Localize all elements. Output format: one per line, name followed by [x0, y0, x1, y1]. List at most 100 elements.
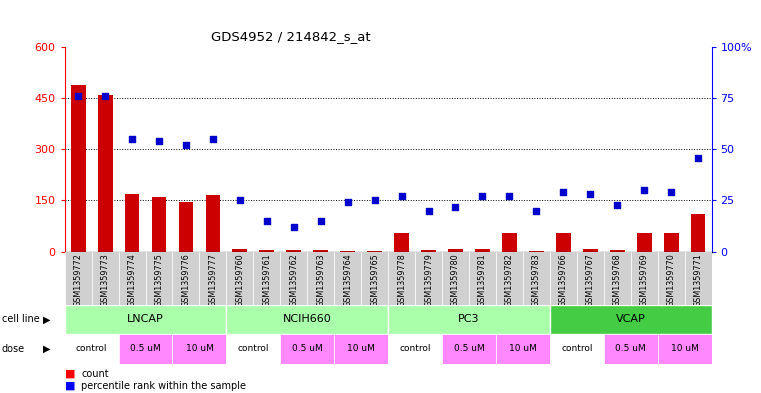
Text: GSM1359764: GSM1359764 — [343, 253, 352, 307]
Bar — [280, 252, 307, 305]
Text: GSM1359778: GSM1359778 — [397, 253, 406, 307]
Bar — [173, 252, 199, 305]
Text: GSM1359783: GSM1359783 — [532, 253, 541, 307]
Text: GSM1359771: GSM1359771 — [693, 253, 702, 307]
Point — [530, 208, 543, 214]
Bar — [145, 252, 173, 305]
Text: 10 uM: 10 uM — [670, 344, 699, 353]
Text: GSM1359777: GSM1359777 — [209, 253, 218, 307]
Point — [638, 187, 650, 193]
Bar — [556, 233, 571, 252]
Text: GSM1359765: GSM1359765 — [370, 253, 379, 307]
Bar — [179, 202, 193, 252]
Bar — [475, 249, 490, 252]
Text: GSM1359767: GSM1359767 — [586, 253, 595, 307]
Text: percentile rank within the sample: percentile rank within the sample — [81, 381, 247, 391]
Text: 0.5 uM: 0.5 uM — [616, 344, 646, 353]
Text: GSM1359768: GSM1359768 — [613, 253, 622, 307]
Bar — [442, 252, 469, 305]
Point — [476, 193, 489, 200]
Text: GSM1359772: GSM1359772 — [74, 253, 83, 307]
Bar — [394, 233, 409, 252]
Text: GSM1359779: GSM1359779 — [424, 253, 433, 307]
Bar — [603, 334, 658, 364]
Bar — [691, 214, 705, 252]
Bar — [71, 84, 85, 252]
Bar — [658, 252, 685, 305]
Bar — [550, 305, 712, 334]
Bar — [496, 334, 550, 364]
Text: ▶: ▶ — [43, 314, 51, 324]
Text: control: control — [76, 344, 107, 353]
Text: 0.5 uM: 0.5 uM — [454, 344, 484, 353]
Text: GSM1359775: GSM1359775 — [154, 253, 164, 307]
Point — [153, 138, 165, 144]
Point — [261, 218, 273, 224]
Text: ■: ■ — [65, 369, 75, 379]
Point — [503, 193, 515, 200]
Text: GSM1359763: GSM1359763 — [317, 253, 325, 307]
Point — [234, 197, 246, 204]
Text: GSM1359762: GSM1359762 — [289, 253, 298, 307]
Bar — [199, 252, 227, 305]
Point — [396, 193, 408, 200]
Bar — [227, 305, 388, 334]
Point — [557, 189, 569, 195]
Bar — [583, 249, 597, 252]
Point — [368, 197, 380, 204]
Bar — [232, 249, 247, 252]
Point — [314, 218, 326, 224]
Bar — [65, 252, 91, 305]
Text: control: control — [400, 344, 431, 353]
Text: control: control — [561, 344, 593, 353]
Point — [422, 208, 435, 214]
Bar — [307, 252, 334, 305]
Bar — [205, 195, 221, 252]
Text: 10 uM: 10 uM — [509, 344, 537, 353]
Bar — [529, 251, 544, 252]
Bar — [523, 252, 550, 305]
Bar — [550, 334, 603, 364]
Bar — [368, 251, 382, 252]
Bar — [664, 233, 679, 252]
Text: NCIH660: NCIH660 — [283, 314, 332, 324]
Text: 10 uM: 10 uM — [186, 344, 213, 353]
Bar — [550, 252, 577, 305]
Bar — [631, 252, 658, 305]
Bar — [496, 252, 523, 305]
Bar — [388, 305, 550, 334]
Text: GSM1359774: GSM1359774 — [128, 253, 136, 307]
Text: GSM1359761: GSM1359761 — [263, 253, 272, 307]
Text: 10 uM: 10 uM — [347, 344, 375, 353]
Point — [72, 93, 84, 99]
Bar — [685, 252, 712, 305]
Bar — [658, 334, 712, 364]
Point — [665, 189, 677, 195]
Bar — [603, 252, 631, 305]
Bar — [97, 95, 113, 252]
Bar — [125, 194, 139, 252]
Bar — [388, 252, 415, 305]
Text: GSM1359766: GSM1359766 — [559, 253, 568, 307]
Point — [99, 93, 111, 99]
Point — [450, 204, 462, 210]
Bar — [448, 249, 463, 252]
Bar — [388, 334, 442, 364]
Bar — [610, 250, 625, 252]
Bar — [65, 305, 227, 334]
Bar — [340, 251, 355, 252]
Bar — [151, 197, 167, 252]
Text: control: control — [237, 344, 269, 353]
Point — [611, 201, 623, 208]
Bar — [361, 252, 388, 305]
Text: cell line: cell line — [2, 314, 40, 324]
Bar — [173, 334, 227, 364]
Text: GSM1359780: GSM1359780 — [451, 253, 460, 307]
Text: 0.5 uM: 0.5 uM — [292, 344, 323, 353]
Point — [584, 191, 597, 197]
Bar — [334, 334, 388, 364]
Text: count: count — [81, 369, 109, 379]
Text: GSM1359773: GSM1359773 — [100, 253, 110, 307]
Bar — [65, 334, 119, 364]
Bar — [91, 252, 119, 305]
